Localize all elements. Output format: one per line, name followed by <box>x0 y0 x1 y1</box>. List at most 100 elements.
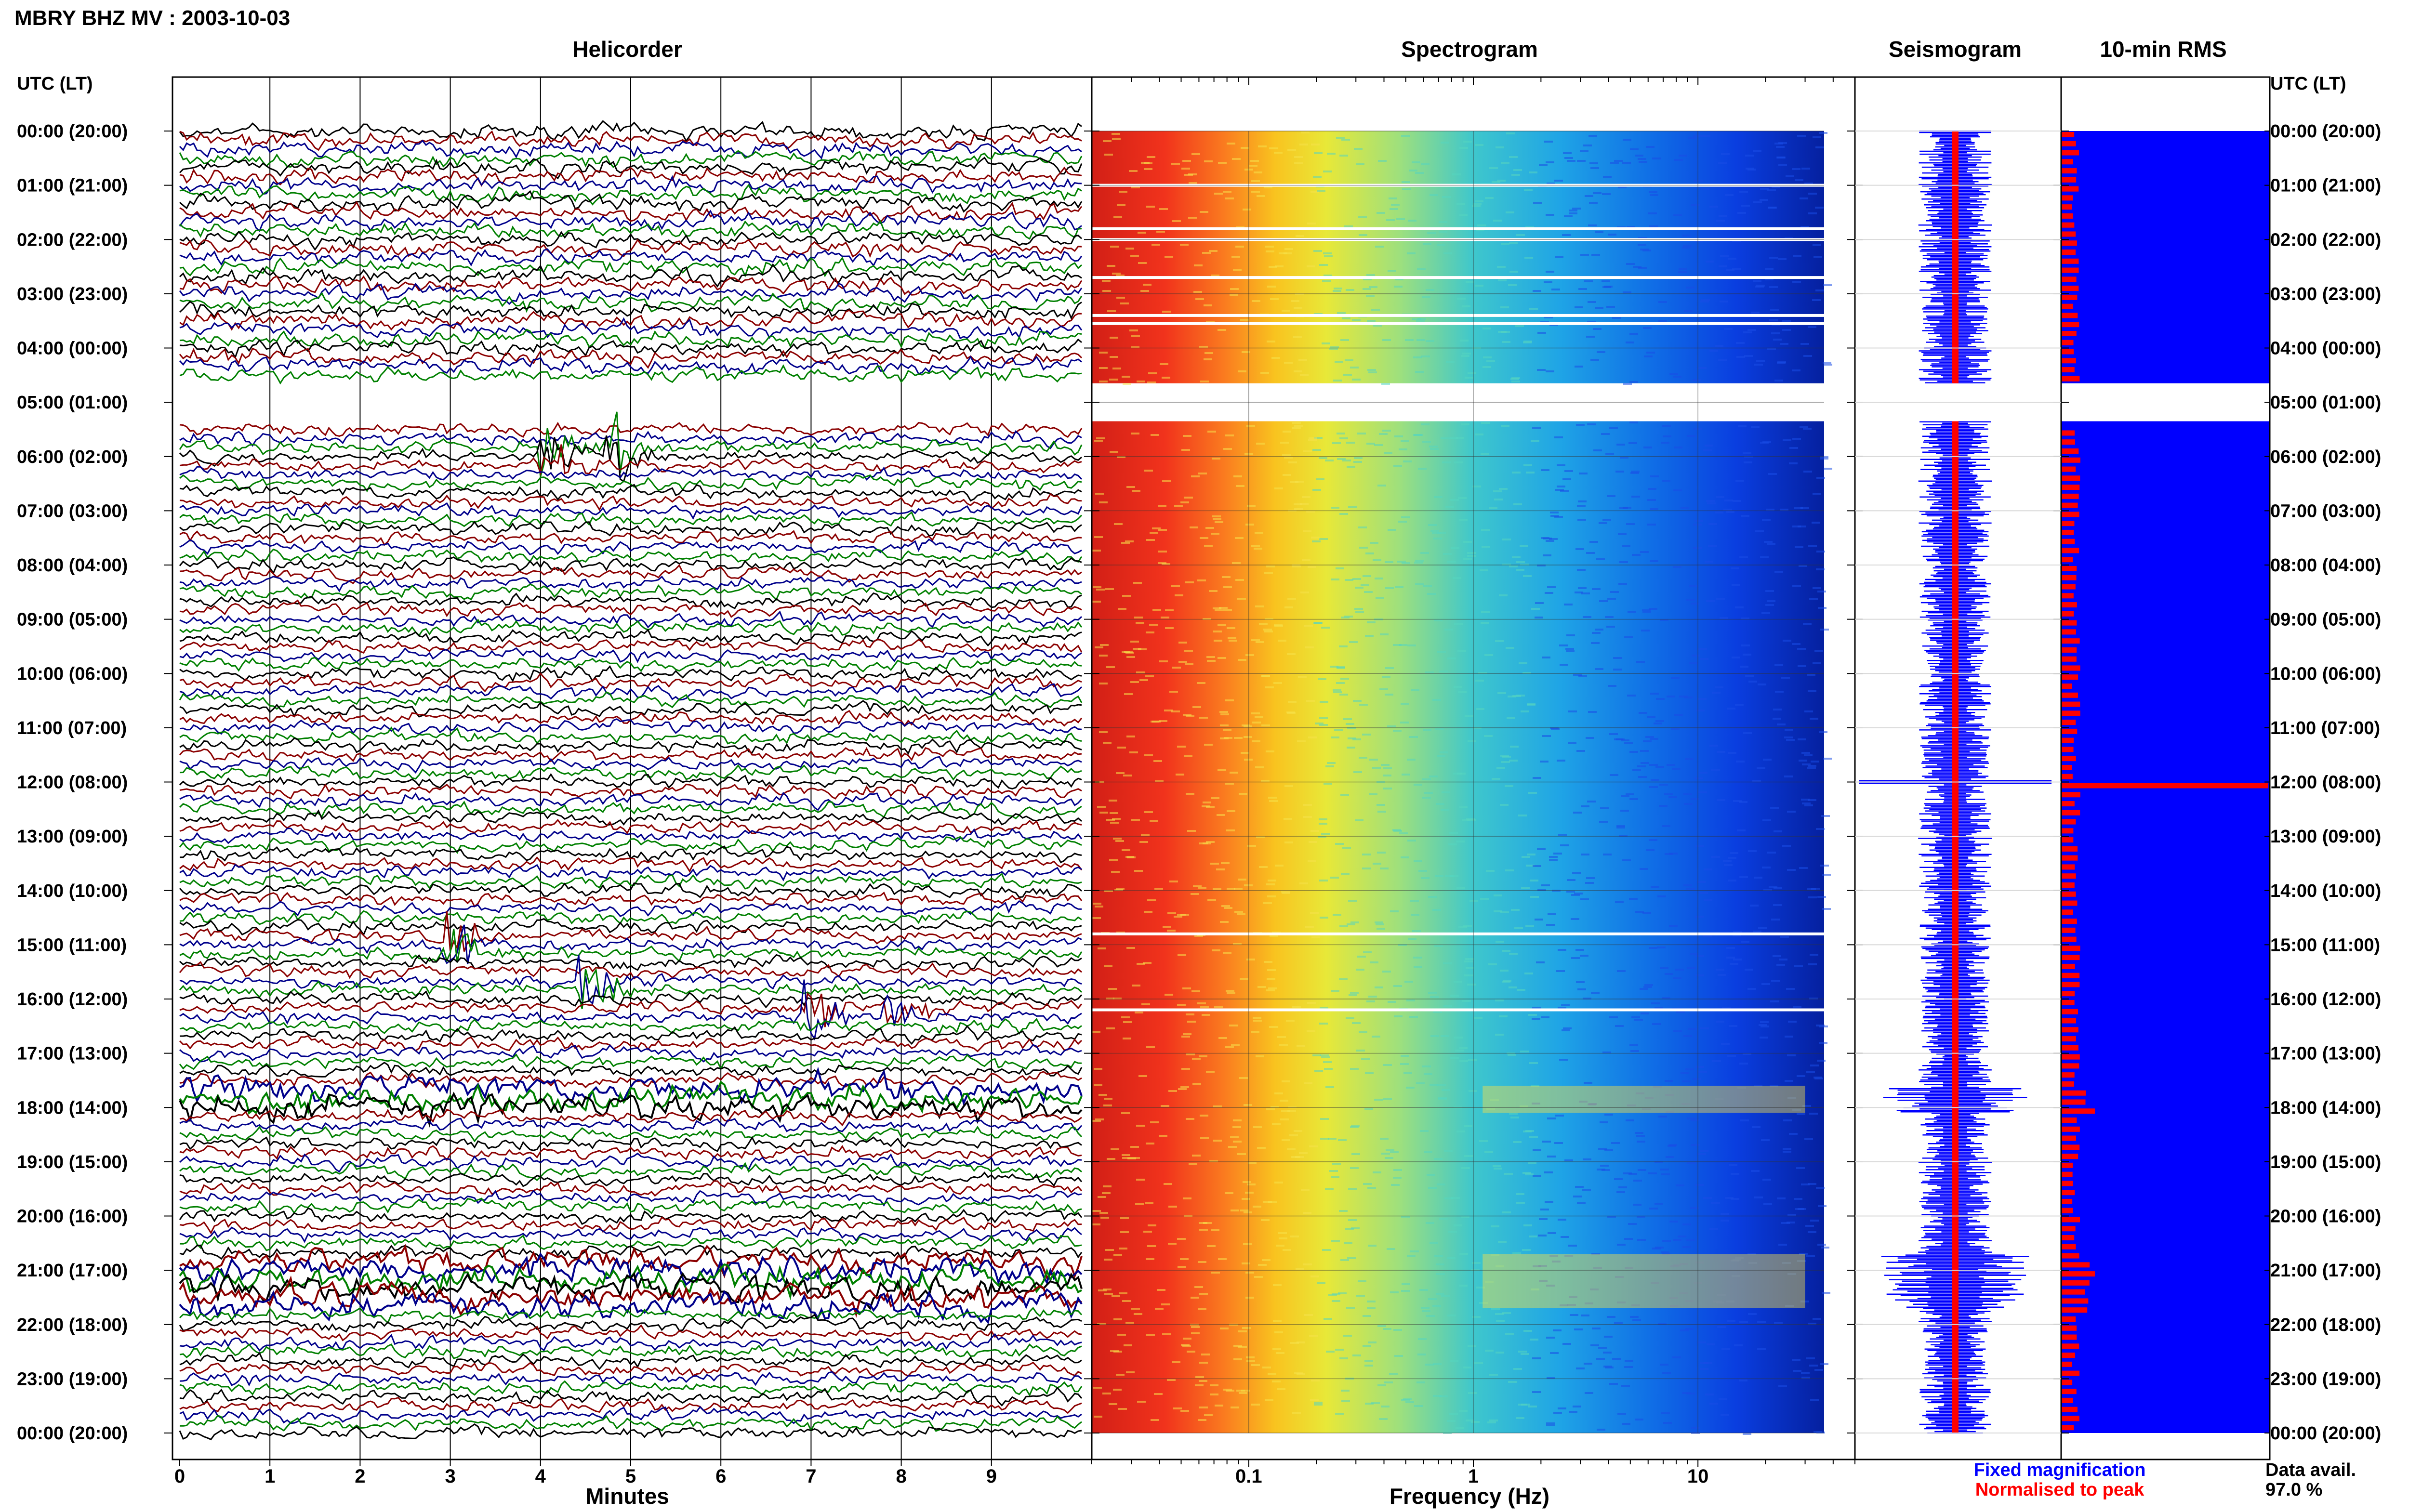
spectrogram-speck <box>1119 191 1127 193</box>
rms-bar <box>2061 810 2080 815</box>
spectrogram-speck <box>1454 1037 1463 1039</box>
rms-bar <box>2061 1244 2076 1249</box>
spectrogram-speck <box>1417 1354 1426 1355</box>
spectrogram-speck <box>1461 1216 1469 1218</box>
spectrogram-speck <box>1204 545 1213 547</box>
spectrogram-speck <box>1753 150 1761 152</box>
spectrogram-speck <box>1717 751 1725 753</box>
spectrogram-speck <box>1752 780 1761 782</box>
spectrogram-speck <box>1343 374 1352 376</box>
spectrogram-speck <box>1262 1367 1271 1368</box>
spectrogram-speck <box>1226 1390 1234 1392</box>
spectrogram-speck <box>1562 1029 1570 1031</box>
spectrogram-speck <box>1729 1025 1737 1027</box>
spectrogram-speck <box>1807 674 1815 676</box>
helicorder-trace <box>179 764 1082 781</box>
spectrogram-speck <box>1130 255 1139 257</box>
spectrogram-speck <box>1554 1142 1563 1144</box>
spectrogram-speck <box>1465 958 1474 960</box>
spectrogram-speck <box>1252 300 1260 302</box>
spectrogram-speck <box>1292 427 1301 429</box>
spectrogram-speck <box>1630 148 1639 150</box>
spectrogram-speck <box>1136 671 1145 673</box>
spectrogram-speck <box>1272 1348 1281 1350</box>
spectrogram-speck <box>1468 740 1476 742</box>
spectrogram-speck <box>1698 1071 1707 1073</box>
spectrogram-speck <box>1465 377 1473 379</box>
spectrogram-speck <box>1126 736 1135 737</box>
spectrogram-speck <box>1481 529 1490 531</box>
spectrogram-speck <box>1730 852 1738 854</box>
spectrogram-speck <box>1691 798 1699 800</box>
spectrogram-speck <box>1437 755 1445 757</box>
helicorder-trace <box>179 747 1082 763</box>
spectrogram-speck <box>1811 761 1819 763</box>
spectrogram-speck <box>1321 833 1330 835</box>
spectrogram-speck <box>1301 1189 1310 1191</box>
spectrogram-speck <box>1701 299 1710 301</box>
spectrogram-speck <box>1148 372 1157 374</box>
spectrogram-speck <box>1472 1316 1481 1318</box>
spectrogram-speck <box>1544 281 1552 283</box>
spectrogram-speck <box>1138 648 1147 650</box>
spectrogram-speck <box>1197 579 1206 581</box>
helicorder-trace <box>179 900 1082 918</box>
spectrogram-speck <box>1218 657 1226 659</box>
spectrogram-speck <box>1352 319 1361 321</box>
helicorder-trace <box>179 836 1082 854</box>
spectrogram-speck <box>1269 266 1277 268</box>
spectrogram-speck <box>1512 472 1521 473</box>
spectrogram-speck <box>1356 1295 1365 1297</box>
rms-bar <box>2061 1407 2078 1412</box>
rms-background <box>2061 421 2270 1433</box>
spectrogram-speck <box>1632 1319 1641 1321</box>
spectrogram-speck <box>1429 776 1438 777</box>
spectrogram-speck <box>1760 1026 1769 1027</box>
spectrogram-speck <box>1581 1315 1589 1316</box>
spectrogram-speck <box>1778 1385 1787 1387</box>
spectrogram-speck <box>1652 158 1661 159</box>
spectrogram-speck <box>1650 475 1659 477</box>
spectrogram-speck <box>1093 1387 1102 1389</box>
spectrogram-speck <box>1452 173 1461 175</box>
spectrogram-speck <box>1808 963 1817 965</box>
spectrogram-speck <box>1728 258 1736 260</box>
spectrogram-speck <box>1125 248 1134 250</box>
rms-bar <box>2061 692 2078 698</box>
spectrogram-speck <box>1819 1042 1827 1044</box>
hour-label-left: 23:00 (19:00) <box>17 1369 128 1389</box>
spectrogram-speck <box>1599 821 1608 823</box>
spectrogram-speck <box>1103 1185 1112 1187</box>
spectrogram-speck <box>1325 1188 1334 1190</box>
spectrogram-speck <box>1319 457 1327 459</box>
rms-bar <box>2061 267 2079 273</box>
spectrogram-speck <box>1393 1329 1402 1331</box>
spectrogram-speck <box>1579 1101 1588 1103</box>
spectrogram-speck <box>1252 740 1260 742</box>
spectrogram-speck <box>1576 424 1585 426</box>
rms-bar <box>2061 1063 2079 1069</box>
spectrogram-speck <box>1687 1118 1696 1119</box>
spectrogram-speck <box>1626 263 1635 265</box>
spectrogram-speck <box>1648 1172 1657 1174</box>
spectrogram-speck <box>1212 458 1220 460</box>
spectrogram-speck <box>1437 1183 1445 1185</box>
spectrogram-speck <box>1739 801 1747 803</box>
spectrogram-speck <box>1815 146 1824 148</box>
spectrogram-speck <box>1221 905 1230 907</box>
spectrogram-speck <box>1270 935 1278 937</box>
helicorder-trace <box>179 783 1082 800</box>
spectrogram-speck <box>1787 869 1796 871</box>
spectrogram-speck <box>1159 208 1168 210</box>
spectrogram-speck <box>1524 189 1533 191</box>
spectrogram-speck <box>1800 226 1809 228</box>
spectrogram-speck <box>1341 617 1350 618</box>
spectrogram-speck <box>1787 1054 1796 1056</box>
spectrogram-speck <box>1414 1405 1423 1407</box>
spectrogram-speck <box>1633 266 1641 268</box>
helicorder-trace <box>179 157 1083 180</box>
spectrogram-speck <box>1331 990 1339 992</box>
spectrogram-speck <box>1225 1046 1234 1048</box>
spectrogram-speck <box>1282 1139 1290 1141</box>
spectrogram-speck <box>1638 776 1647 778</box>
